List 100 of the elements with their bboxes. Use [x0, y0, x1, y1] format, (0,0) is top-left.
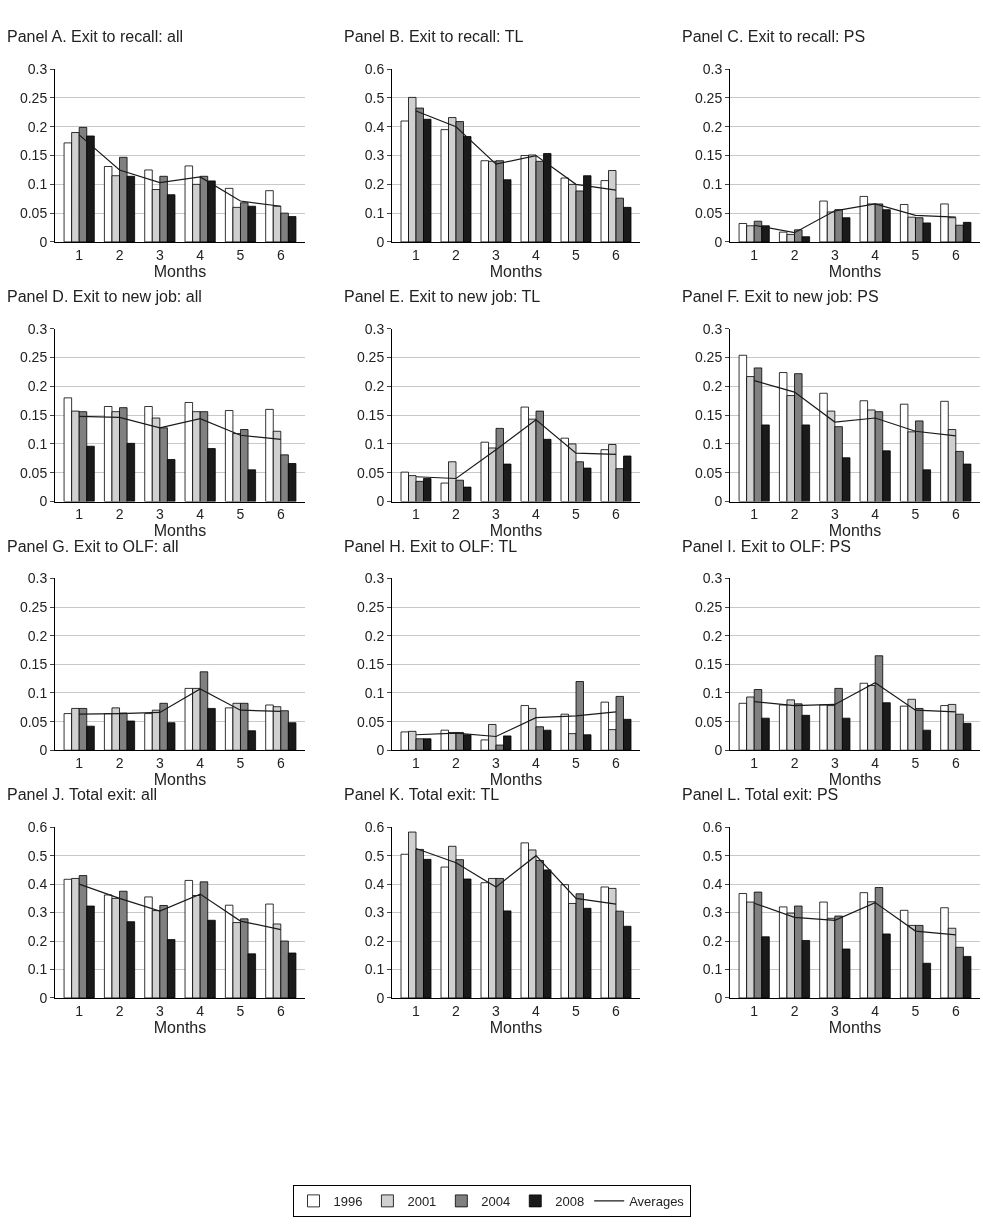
x-tick-label: 4 — [532, 1002, 541, 1019]
chart-title: Panel G. Exit to OLF: all — [7, 538, 179, 555]
y-tick-label: 0.1 — [364, 205, 385, 222]
y-tick-label: 0.1 — [27, 435, 48, 452]
x-axis-title: Months — [153, 1018, 207, 1036]
y-tick-label: 0.3 — [364, 904, 385, 921]
x-tick-label: 4 — [532, 506, 541, 523]
x-tick-label: 2 — [452, 755, 461, 772]
y-tick-label: 0.3 — [364, 147, 385, 164]
y-tick-label: 0.05 — [19, 464, 48, 481]
y-tick-label: 0 — [714, 493, 723, 510]
x-tick-label: 6 — [951, 1002, 960, 1019]
y-tick-label: 0.1 — [702, 176, 723, 193]
x-axis-title: Months — [828, 262, 882, 280]
legend-label: 2008 — [555, 1193, 585, 1209]
y-tick-label: 0.1 — [702, 684, 723, 701]
chart-title: Panel A. Exit to recall: all — [7, 28, 184, 45]
y-tick-label: 0.2 — [364, 176, 385, 193]
legend-label: 2001 — [407, 1193, 437, 1209]
y-tick-label: 0.5 — [364, 847, 385, 864]
y-tick-label: 0.25 — [356, 599, 385, 616]
legend-label: Averages — [629, 1193, 685, 1209]
y-tick-label: 0.6 — [364, 819, 385, 836]
x-tick-label: 2 — [452, 1002, 461, 1019]
chart-title: Panel E. Exit to new job: TL — [344, 288, 541, 305]
x-tick-label: 2 — [115, 246, 124, 263]
x-tick-label: 4 — [871, 506, 880, 523]
y-tick-label: 0.15 — [19, 656, 48, 673]
chart-title: Panel D. Exit to new job: all — [7, 288, 202, 305]
x-tick-label: 4 — [871, 755, 880, 772]
x-tick-label: 4 — [196, 506, 205, 523]
y-tick-label: 0.15 — [694, 407, 723, 424]
y-tick-label: 0.2 — [27, 627, 48, 644]
x-tick-label: 2 — [115, 506, 124, 523]
x-tick-label: 1 — [750, 246, 759, 263]
x-tick-label: 5 — [236, 506, 245, 523]
x-tick-label: 4 — [196, 1002, 205, 1019]
chart-title: Panel J. Total exit: all — [7, 786, 158, 803]
y-tick-label: 0.05 — [19, 205, 48, 222]
x-tick-label: 1 — [412, 755, 421, 772]
x-tick-label: 2 — [790, 755, 799, 772]
x-tick-label: 3 — [155, 755, 164, 772]
y-tick-label: 0.4 — [702, 876, 723, 893]
y-tick-label: 0.2 — [27, 378, 48, 395]
x-tick-label: 4 — [871, 246, 880, 263]
x-tick-label: 3 — [492, 506, 501, 523]
x-tick-label: 5 — [572, 246, 581, 263]
y-tick-label: 0.2 — [364, 378, 385, 395]
y-tick-label: 0.15 — [19, 147, 48, 164]
x-tick-label: 3 — [492, 1002, 501, 1019]
x-tick-label: 6 — [276, 506, 285, 523]
x-axis-title: Months — [489, 262, 543, 280]
y-tick-label: 0.25 — [19, 349, 48, 366]
x-tick-label: 5 — [911, 1002, 920, 1019]
y-tick-label: 0.4 — [364, 118, 385, 135]
y-tick-label: 0.3 — [702, 320, 723, 337]
x-tick-label: 1 — [75, 1002, 84, 1019]
x-tick-label: 4 — [196, 755, 205, 772]
y-tick-label: 0.6 — [364, 61, 385, 78]
x-axis-title: Months — [489, 771, 543, 789]
x-tick-label: 3 — [155, 506, 164, 523]
y-tick-label: 0.3 — [27, 904, 48, 921]
y-tick-label: 0.3 — [364, 320, 385, 337]
y-tick-label: 0.2 — [702, 627, 723, 644]
y-tick-label: 0.2 — [27, 118, 48, 135]
chart-title: Panel B. Exit to recall: TL — [344, 28, 524, 45]
y-tick-label: 0.2 — [27, 932, 48, 949]
y-tick-label: 0 — [39, 742, 48, 759]
x-tick-label: 6 — [612, 755, 621, 772]
line-series — [753, 682, 957, 713]
chart-title: Panel H. Exit to OLF: TL — [344, 538, 518, 555]
y-tick-label: 0.1 — [702, 435, 723, 452]
x-tick-label: 1 — [750, 1002, 759, 1019]
y-tick-label: 0 — [39, 989, 48, 1006]
x-tick-label: 3 — [830, 1002, 839, 1019]
y-tick-label: 0.4 — [27, 876, 48, 893]
y-tick-label: 0.5 — [27, 847, 48, 864]
y-tick-label: 0.2 — [702, 118, 723, 135]
x-tick-label: 2 — [452, 246, 461, 263]
y-tick-label: 0.05 — [356, 464, 385, 481]
x-tick-label: 4 — [532, 755, 541, 772]
line-series — [78, 883, 282, 931]
y-tick-label: 0 — [376, 742, 385, 759]
x-tick-label: 6 — [951, 755, 960, 772]
y-tick-label: 0.25 — [694, 349, 723, 366]
y-tick-label: 0.1 — [27, 176, 48, 193]
y-tick-label: 0.25 — [356, 349, 385, 366]
y-tick-label: 0.2 — [702, 378, 723, 395]
y-tick-label: 0.15 — [356, 407, 385, 424]
x-axis-title: Months — [489, 1018, 543, 1036]
x-tick-label: 3 — [155, 246, 164, 263]
x-tick-label: 3 — [492, 755, 501, 772]
x-tick-label: 5 — [236, 1002, 245, 1019]
y-tick-label: 0.3 — [27, 320, 48, 337]
y-tick-label: 0 — [714, 233, 723, 250]
x-tick-label: 1 — [750, 755, 759, 772]
x-tick-label: 6 — [276, 246, 285, 263]
x-tick-label: 5 — [236, 246, 245, 263]
x-axis-title: Months — [153, 771, 207, 789]
chart-title: Panel I. Exit to OLF: PS — [682, 538, 851, 555]
